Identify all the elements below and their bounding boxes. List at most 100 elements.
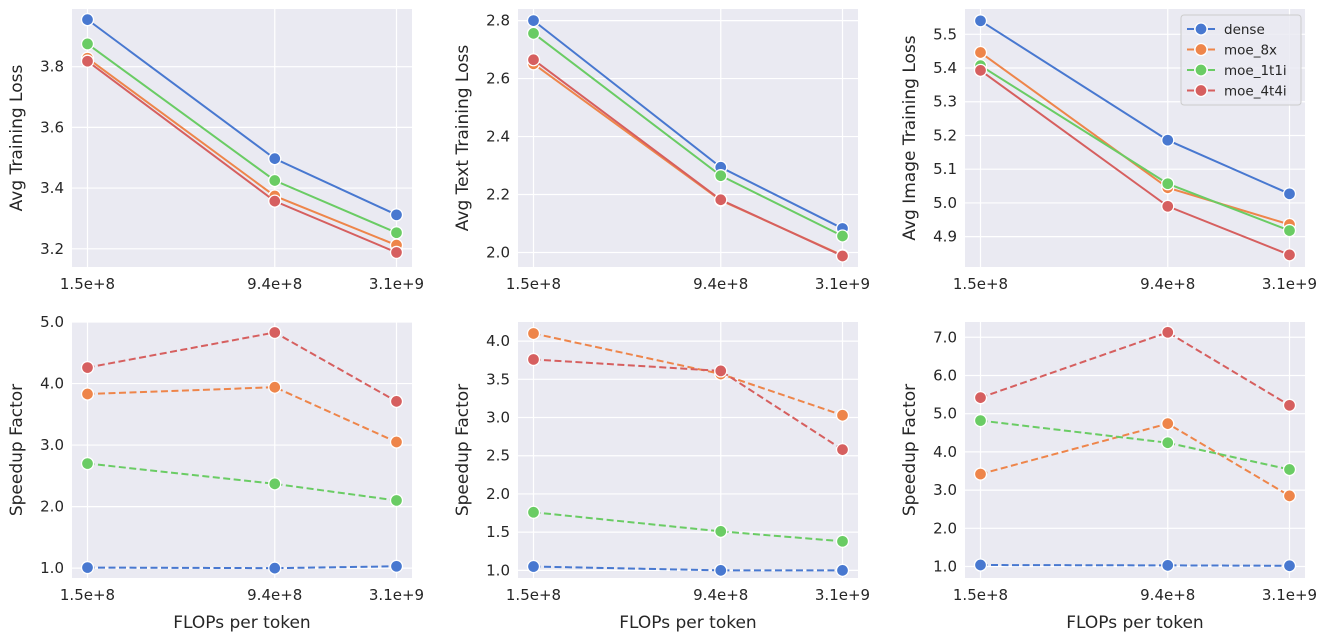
data-point-moe_4t4i bbox=[526, 53, 541, 67]
y-tick-label: 3.8 bbox=[40, 58, 64, 76]
series-line-dense bbox=[87, 565, 397, 570]
y-tick-label: 3.6 bbox=[40, 118, 64, 136]
x-tick-label: 1.5e+8 bbox=[953, 275, 1008, 293]
legend: dense moe_8x moe_1t1i moe_4t4i bbox=[1180, 14, 1302, 106]
plot-area bbox=[518, 322, 858, 578]
y-tick-label: 1.0 bbox=[933, 558, 957, 576]
y-tick-label: 2.5 bbox=[486, 447, 510, 465]
data-point-moe_4t4i bbox=[835, 249, 850, 263]
data-point-moe_1t1i bbox=[1161, 177, 1175, 191]
data-point-dense bbox=[80, 12, 95, 27]
x-tick-label: 9.4e+8 bbox=[1140, 586, 1195, 604]
series-line-moe_4t4i bbox=[980, 331, 1291, 407]
data-point-dense bbox=[1282, 559, 1297, 573]
y-tick-label: 2.0 bbox=[486, 244, 510, 262]
x-tick-label: 1.5e+8 bbox=[953, 586, 1008, 604]
data-point-moe_1t1i bbox=[268, 173, 282, 188]
y-axis-label: Speedup Factor bbox=[900, 384, 920, 516]
y-tick-label: 2.2 bbox=[486, 186, 510, 204]
y-tick-label: 5.0 bbox=[40, 313, 64, 331]
data-point-moe_8x bbox=[80, 387, 95, 401]
data-point-moe_8x bbox=[973, 467, 988, 481]
data-point-moe_4t4i bbox=[714, 193, 728, 207]
y-tick-label: 1.5 bbox=[486, 523, 510, 541]
data-point-dense bbox=[389, 208, 404, 222]
data-point-moe_1t1i bbox=[973, 413, 988, 428]
y-tick-label: 2.0 bbox=[933, 519, 957, 537]
x-tick-label: 1.5e+8 bbox=[506, 275, 561, 293]
data-point-dense bbox=[268, 561, 282, 575]
plot-area bbox=[72, 322, 412, 578]
data-point-dense bbox=[268, 151, 282, 166]
series-line-dense bbox=[533, 565, 843, 572]
y-axis-label: Avg Text Training Loss bbox=[453, 45, 473, 232]
data-point-moe_4t4i bbox=[1161, 199, 1175, 213]
data-point-dense bbox=[80, 560, 95, 575]
y-tick-label: 3.2 bbox=[40, 240, 64, 258]
x-tick-label: 1.5e+8 bbox=[506, 586, 561, 604]
data-point-moe_4t4i bbox=[268, 325, 282, 340]
data-point-dense bbox=[973, 14, 988, 28]
data-point-moe_4t4i bbox=[526, 352, 541, 367]
legend-entry-dense: dense bbox=[1224, 22, 1265, 38]
y-tick-label: 6.0 bbox=[933, 366, 957, 384]
data-point-moe_4t4i bbox=[973, 63, 988, 78]
x-axis-label: FLOPs per token bbox=[619, 613, 756, 633]
panel-0-1: 2.0 2.2 2.4 2.6 2.8 1.5e+8 9.4e+8 3.1e+9 Avg Tex… bbox=[453, 9, 870, 293]
data-point-moe_1t1i bbox=[389, 493, 404, 508]
data-point-moe_8x bbox=[1282, 489, 1297, 503]
y-tick-label: 4.9 bbox=[933, 228, 957, 246]
y-tick-label: 3.0 bbox=[933, 481, 957, 499]
data-point-moe_4t4i bbox=[80, 360, 95, 375]
data-point-moe_1t1i bbox=[389, 226, 404, 240]
plot-area bbox=[965, 322, 1305, 578]
y-tick-label: 5.2 bbox=[933, 126, 957, 144]
data-point-moe_1t1i bbox=[1161, 436, 1175, 450]
y-axis-label: Speedup Factor bbox=[453, 384, 473, 516]
x-axis-label: FLOPs per token bbox=[1066, 613, 1203, 633]
data-point-dense bbox=[389, 559, 404, 573]
x-tick-label: 9.4e+8 bbox=[693, 586, 748, 604]
data-point-moe_1t1i bbox=[835, 534, 850, 548]
x-tick-label: 3.1e+9 bbox=[815, 275, 870, 293]
x-tick-label: 9.4e+8 bbox=[1140, 275, 1195, 293]
y-tick-label: 1.0 bbox=[486, 561, 510, 579]
data-point-dense bbox=[835, 563, 850, 578]
y-tick-label: 3.0 bbox=[486, 409, 510, 427]
panel-1-0: 1.0 2.0 3.0 4.0 5.0 1.5e+8 9.4e+8 3.1e+9 Speedup… bbox=[7, 313, 424, 633]
data-point-moe_4t4i bbox=[714, 364, 728, 378]
x-tick-label: 9.4e+8 bbox=[247, 275, 302, 293]
data-point-moe_8x bbox=[526, 326, 541, 341]
data-point-moe_4t4i bbox=[389, 245, 404, 260]
series-line-moe_8x bbox=[87, 386, 397, 443]
x-tick-label: 3.1e+9 bbox=[369, 586, 424, 604]
data-point-moe_4t4i bbox=[1282, 398, 1297, 412]
y-tick-label: 5.3 bbox=[933, 93, 957, 111]
plot-area bbox=[72, 9, 412, 267]
x-tick-label: 9.4e+8 bbox=[247, 586, 302, 604]
y-axis-label: Speedup Factor bbox=[7, 384, 27, 516]
y-tick-label: 5.4 bbox=[933, 59, 957, 77]
y-tick-label: 4.0 bbox=[40, 375, 64, 393]
x-tick-label: 3.1e+9 bbox=[1262, 275, 1317, 293]
legend-swatch-marker bbox=[1194, 22, 1208, 36]
y-tick-label: 3.4 bbox=[40, 179, 64, 197]
y-tick-label: 4.0 bbox=[486, 332, 510, 350]
data-point-dense bbox=[526, 559, 541, 574]
panel-1-2: 1.0 2.0 3.0 4.0 5.0 6.0 7.0 1.5e+8 9.4e+8 3.1e+9 S… bbox=[900, 322, 1317, 633]
data-point-moe_8x bbox=[973, 45, 988, 60]
data-point-dense bbox=[526, 13, 541, 28]
x-tick-label: 3.1e+9 bbox=[369, 275, 424, 293]
legend-swatch-marker bbox=[1194, 83, 1208, 98]
data-point-moe_8x bbox=[1161, 416, 1175, 431]
x-tick-label: 1.5e+8 bbox=[60, 275, 115, 293]
data-point-moe_4t4i bbox=[835, 442, 850, 457]
data-point-moe_1t1i bbox=[1282, 223, 1297, 238]
panel-0-2: 4.9 5.0 5.1 5.2 5.3 5.4 5.5 1.5e+8 9.4e+8 3.1e+9 A… bbox=[900, 9, 1317, 293]
y-tick-label: 2.0 bbox=[486, 485, 510, 503]
x-tick-label: 3.1e+9 bbox=[1262, 586, 1317, 604]
data-point-moe_8x bbox=[268, 380, 282, 394]
y-tick-label: 5.5 bbox=[933, 25, 957, 43]
legend-entry-moe_4t4i: moe_4t4i bbox=[1224, 84, 1287, 100]
series-line-moe_4t4i bbox=[533, 358, 844, 451]
